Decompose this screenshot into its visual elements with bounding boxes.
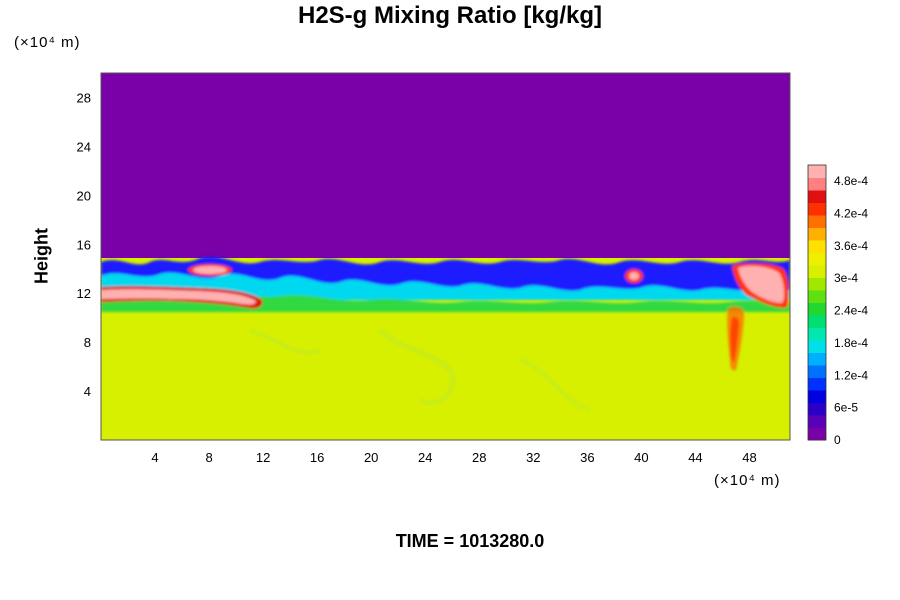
colorbar-tick-label: 3e-4 xyxy=(834,271,858,285)
x-tick-label: 36 xyxy=(580,450,594,465)
x-tick-label: 32 xyxy=(526,450,540,465)
mixing-band-green xyxy=(101,289,790,312)
colorbar-tick-label: 4.2e-4 xyxy=(834,207,868,221)
small-blob-core xyxy=(193,266,227,274)
colorbar-segment xyxy=(808,352,826,366)
colorbar-segment xyxy=(808,340,826,353)
colorbar-segment xyxy=(808,302,826,316)
colorbar: 0 6e-5 1.2e-4 1.8e-4 2.4e-4 3e-4 3.6e-4 4.2e-4 4… xyxy=(807,164,868,447)
colorbar-frame xyxy=(807,164,827,441)
colorbar-segment xyxy=(808,427,826,441)
y-tick-label: 12 xyxy=(77,286,91,301)
colorbar-segment xyxy=(808,390,826,403)
x-tick-label: 40 xyxy=(634,450,648,465)
colorbar-segment xyxy=(808,190,826,203)
chart-title: H2S-g Mixing Ratio [kg/kg] xyxy=(297,2,602,29)
colorbar-tick-label: 6e-5 xyxy=(834,401,858,415)
colorbar-segment xyxy=(808,290,826,303)
colorbar-segment xyxy=(808,165,826,178)
plot-frame xyxy=(100,72,791,441)
colorbar-segment xyxy=(808,415,826,428)
colorbar-segment xyxy=(808,177,826,191)
colorbar-tick-label: 4.8e-4 xyxy=(834,174,868,188)
x-tick-label: 16 xyxy=(310,450,324,465)
plume-stem-core xyxy=(730,317,739,362)
colorbar-segment xyxy=(808,227,826,241)
colorbar-tick-label: 1.8e-4 xyxy=(834,336,868,350)
colorbar-segment xyxy=(808,265,826,278)
x-tick-label: 24 xyxy=(418,450,432,465)
colorbar-segment xyxy=(808,327,826,341)
time-label: TIME = 1013280.0 xyxy=(395,531,545,551)
lower-swirl-2 xyxy=(519,357,591,413)
lower-texture xyxy=(249,327,591,413)
y-tick-label: 8 xyxy=(84,335,91,350)
plot-area xyxy=(101,73,790,440)
y-tick-label: 20 xyxy=(77,188,91,203)
x-tick-label: 12 xyxy=(256,450,270,465)
x-tick-label: 28 xyxy=(472,450,486,465)
y-tick-label: 4 xyxy=(84,384,91,399)
lower-swirl-3 xyxy=(249,327,322,356)
y-tick-label: 16 xyxy=(77,237,91,252)
x-tick-label: 8 xyxy=(205,450,212,465)
colorbar-segment xyxy=(808,202,826,216)
x-tick-label: 44 xyxy=(688,450,702,465)
colorbar-segment xyxy=(808,215,826,228)
y-tick-label: 24 xyxy=(77,139,91,154)
x-tick-label: 20 xyxy=(364,450,378,465)
plot-upper-region xyxy=(101,73,790,258)
colorbar-segment xyxy=(808,365,826,378)
colorbar-tick-label: 3.6e-4 xyxy=(834,239,868,253)
mixing-band-cyan xyxy=(101,272,790,300)
plume-core xyxy=(738,265,785,303)
colorbar-tick-label: 0 xyxy=(834,433,841,447)
colorbar-segment xyxy=(808,277,826,291)
filament-core xyxy=(101,289,256,305)
colorbar-segment xyxy=(808,402,826,416)
y-axis-unit: (×10⁴ m) xyxy=(14,34,81,51)
colorbar-segment xyxy=(808,252,826,266)
colorbar-tick-label: 1.2e-4 xyxy=(834,368,868,382)
colorbar-tick-label: 2.4e-4 xyxy=(834,304,868,318)
x-tick-label: 48 xyxy=(742,450,756,465)
y-axis: 4 8 12 16 20 24 28 xyxy=(77,90,91,399)
x-axis-unit: (×10⁴ m) xyxy=(714,472,781,489)
mixing-layer xyxy=(101,256,790,371)
colorbar-segment xyxy=(808,377,826,391)
y-tick-label: 28 xyxy=(77,90,91,105)
colorbar-segment xyxy=(808,315,826,328)
lower-swirl-1 xyxy=(377,327,456,406)
x-tick-label: 4 xyxy=(151,450,158,465)
blob-40-core xyxy=(629,272,639,280)
x-axis: 4 8 12 16 20 24 28 32 36 40 44 48 xyxy=(151,450,756,465)
colorbar-segment xyxy=(808,240,826,253)
